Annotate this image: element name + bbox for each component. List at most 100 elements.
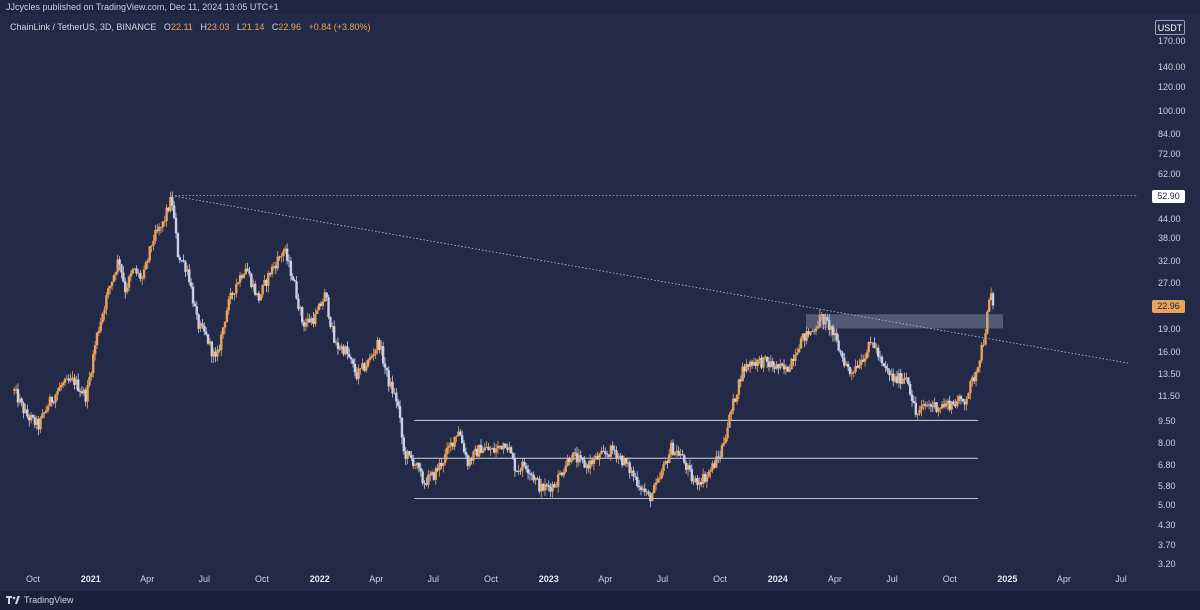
candle-body bbox=[201, 323, 204, 326]
candle bbox=[395, 388, 398, 408]
candle bbox=[555, 481, 558, 488]
candle-body bbox=[267, 272, 270, 286]
candle-body bbox=[532, 475, 535, 481]
candle-body bbox=[916, 413, 919, 415]
candle bbox=[796, 347, 799, 356]
candle bbox=[630, 467, 633, 477]
candle bbox=[44, 405, 48, 414]
candle bbox=[980, 342, 983, 364]
candle-body bbox=[221, 327, 225, 335]
candle-body bbox=[620, 455, 624, 466]
y-tick-label: 84.00 bbox=[1158, 128, 1181, 139]
candle bbox=[165, 204, 168, 228]
candle bbox=[338, 344, 342, 351]
candle-body bbox=[908, 383, 912, 395]
candle-body bbox=[583, 460, 586, 468]
candle-body bbox=[331, 326, 334, 327]
candle-body bbox=[675, 450, 678, 453]
candle bbox=[978, 359, 982, 373]
candle bbox=[762, 357, 765, 372]
candle-body bbox=[980, 344, 983, 361]
candle bbox=[406, 449, 409, 465]
candle-body bbox=[713, 463, 716, 468]
candle-body bbox=[794, 354, 797, 361]
candle-body bbox=[831, 326, 835, 336]
publisher-text: JJcycles published on TradingView.com, D… bbox=[6, 2, 279, 12]
candle-body bbox=[391, 381, 394, 394]
candle-body bbox=[54, 394, 57, 403]
candle-body bbox=[684, 462, 688, 470]
candle bbox=[487, 443, 490, 451]
candle-body bbox=[587, 464, 590, 469]
candle-body bbox=[319, 303, 323, 306]
ohlc-low: L21.14 bbox=[232, 22, 265, 32]
candle bbox=[50, 396, 54, 407]
candle bbox=[231, 291, 234, 300]
candle-body bbox=[332, 326, 336, 343]
candle-body bbox=[29, 415, 33, 421]
candle bbox=[402, 434, 406, 455]
candle bbox=[86, 380, 89, 409]
candle-body bbox=[843, 357, 846, 366]
candle bbox=[677, 446, 680, 457]
candle bbox=[681, 449, 684, 456]
candle bbox=[114, 271, 118, 281]
candle bbox=[812, 328, 816, 335]
candle bbox=[432, 471, 436, 481]
candle-body bbox=[235, 284, 238, 294]
candle bbox=[235, 278, 238, 298]
candle-body bbox=[596, 455, 599, 460]
x-tick-label: Oct bbox=[942, 574, 957, 584]
candle-body bbox=[135, 268, 138, 274]
candle-body bbox=[805, 331, 808, 341]
y-tick-label: 27.00 bbox=[1158, 278, 1181, 289]
candle bbox=[88, 371, 91, 388]
candle bbox=[440, 458, 443, 470]
candle bbox=[250, 272, 253, 289]
candle-body bbox=[477, 444, 481, 457]
candle bbox=[483, 442, 486, 452]
footer-bar: TradingView bbox=[0, 591, 1200, 610]
candle bbox=[479, 439, 483, 454]
candle-body bbox=[669, 442, 673, 455]
candle bbox=[364, 360, 368, 374]
candle bbox=[703, 471, 707, 484]
candle bbox=[387, 366, 390, 392]
candle-body bbox=[833, 333, 837, 336]
candle bbox=[526, 464, 530, 480]
ohlc-open-key: O bbox=[163, 22, 171, 32]
candle-body bbox=[306, 318, 310, 323]
candle-body bbox=[957, 396, 961, 402]
candle bbox=[918, 405, 921, 417]
currency-badge[interactable]: USDT bbox=[1155, 20, 1185, 35]
candle bbox=[869, 336, 872, 346]
candle-body bbox=[378, 340, 381, 350]
candle bbox=[131, 267, 134, 275]
candle-body bbox=[910, 394, 914, 401]
candle-body bbox=[690, 469, 694, 481]
candle-body bbox=[549, 486, 552, 492]
candle bbox=[890, 368, 893, 381]
candle bbox=[280, 253, 283, 263]
last-price-label: 22.96 bbox=[1152, 300, 1185, 313]
candle bbox=[895, 370, 899, 385]
candle bbox=[157, 223, 161, 236]
candle bbox=[967, 392, 970, 399]
descending-trendline bbox=[171, 195, 1130, 364]
candle bbox=[532, 471, 535, 483]
candle-body bbox=[304, 322, 308, 327]
candle bbox=[193, 300, 197, 307]
candle bbox=[933, 397, 936, 410]
candle-body bbox=[829, 326, 833, 330]
candle bbox=[724, 434, 727, 444]
candle-body bbox=[940, 404, 944, 408]
candle-body bbox=[191, 286, 195, 304]
candle-body bbox=[903, 378, 906, 380]
candle bbox=[496, 440, 500, 455]
candle-body bbox=[797, 348, 801, 353]
candle-body bbox=[530, 473, 534, 476]
candle-body bbox=[954, 404, 957, 407]
candle bbox=[549, 483, 552, 497]
candle-body bbox=[848, 367, 852, 374]
